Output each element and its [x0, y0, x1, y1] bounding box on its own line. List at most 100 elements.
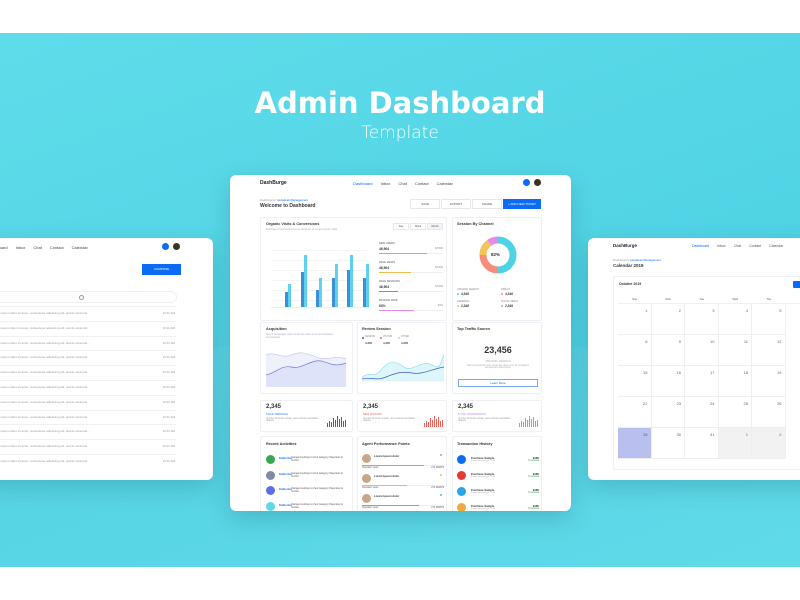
page-title: Calendar 2019	[613, 263, 644, 268]
nav-item-dashboard[interactable]: Dashboard	[0, 245, 8, 250]
calendar-day[interactable]: 31	[685, 428, 719, 459]
message-row[interactable]: Lorem ipsum dolor sit amet, consectetur …	[0, 458, 177, 468]
review-line-chart	[362, 354, 444, 382]
calendar-day[interactable]: 25	[718, 397, 752, 428]
calendar-day[interactable]: 19	[752, 366, 786, 397]
stat-card: 2,345 TOTAL CONVERSIONS Ut enim ad minim v…	[452, 400, 542, 432]
divider	[0, 350, 177, 352]
avatar[interactable]	[534, 179, 541, 186]
nav-item-contact[interactable]: Contact	[414, 181, 429, 186]
calendar-day[interactable]: 1	[718, 428, 752, 459]
nav-item-inbox[interactable]: Inbox	[380, 181, 391, 186]
nav-item-dashboard[interactable]: Dashboard	[692, 244, 710, 248]
calendar-day[interactable]: 4	[718, 304, 752, 335]
save-button[interactable]: SAVE	[410, 199, 440, 209]
calendar-day[interactable]: 28	[618, 428, 652, 459]
calendar-day[interactable]: 22	[618, 397, 652, 428]
message-row[interactable]: Lorem ipsum dolor sit amet, consectetur …	[0, 310, 177, 320]
nav-item-contact[interactable]: Contact	[49, 245, 64, 250]
calendar-day[interactable]: 10	[685, 335, 719, 366]
legend-value: 4,345	[401, 341, 408, 345]
message-time: 10:11 AM	[162, 370, 175, 375]
spark-bar	[436, 419, 437, 427]
nav-item-calendar[interactable]: Calendar	[436, 181, 453, 186]
metric-target: 18,500	[435, 285, 443, 288]
status-dot-icon	[440, 454, 442, 456]
transaction-date: Friday, August 2nd, 2019	[471, 492, 496, 494]
nav-item-chat[interactable]: Chat	[33, 245, 42, 250]
breadcrumb-root[interactable]: Dashboard	[260, 198, 275, 202]
divider	[0, 409, 177, 411]
calendar-day[interactable]: 24	[685, 397, 719, 428]
metric-progress	[379, 310, 415, 311]
bar	[365, 264, 369, 307]
activity-text: changed settings to their category Paper…	[291, 487, 343, 493]
nav-item-contact[interactable]: Contact	[749, 244, 762, 248]
nav-item-chat[interactable]: Chat	[733, 244, 742, 248]
add-ticket-button[interactable]: + ADD NEW TICKET	[503, 199, 541, 209]
transaction-name: Purchase Sample	[471, 456, 495, 460]
gridline	[271, 260, 369, 261]
tab-week[interactable]: Week	[410, 223, 426, 230]
tab-month[interactable]: Month	[427, 223, 443, 230]
calendar-day[interactable]: 1	[618, 304, 652, 335]
calendar-day[interactable]: 30	[651, 428, 685, 459]
share-button[interactable]: SHARE	[472, 199, 502, 209]
calendar-day[interactable]: 2	[752, 428, 786, 459]
learn-more-button[interactable]: Learn More	[458, 379, 538, 387]
calendar-day[interactable]: 16	[651, 366, 685, 397]
calendar-day[interactable]: 5	[752, 304, 786, 335]
compose-button[interactable]: COMPOSE	[142, 264, 181, 275]
nav-item-inbox[interactable]: Inbox	[15, 245, 26, 250]
nav-item-calendar[interactable]: Calendar	[769, 244, 784, 248]
calendar-action-button[interactable]	[793, 281, 800, 288]
activity-avatar	[266, 455, 275, 464]
nav-item-calendar[interactable]: Calendar	[71, 245, 88, 250]
nav-item-inbox[interactable]: Inbox	[717, 244, 726, 248]
calendar-day[interactable]: 8	[618, 335, 652, 366]
calendar-day[interactable]: 12	[752, 335, 786, 366]
search-input[interactable]	[0, 291, 177, 303]
calendar-day[interactable]: 3	[685, 304, 719, 335]
activity-text: changed settings to their category Paper…	[291, 456, 343, 462]
calendar-day[interactable]: 11	[718, 335, 752, 366]
agent-avatar	[362, 494, 371, 503]
tab-day[interactable]: Day	[393, 223, 409, 230]
panel-text: Sed ut perspiciatis unde omnis iste natu…	[266, 333, 334, 339]
message-row[interactable]: Lorem ipsum dolor sit amet, consectetur …	[0, 340, 177, 350]
panel-title: Acquisition	[266, 327, 287, 331]
message-row[interactable]: Lorem ipsum dolor sit amet, consectetur …	[0, 428, 177, 438]
calendar-day[interactable]: 2	[651, 304, 685, 335]
message-row[interactable]: Lorem ipsum dolor sit amet, consectetur …	[0, 384, 177, 394]
transaction-amount: $185	[532, 472, 539, 476]
calendar-day[interactable]: 18	[718, 366, 752, 397]
message-row[interactable]: Lorem ipsum dolor sit amet, consectetur …	[0, 443, 177, 453]
calendar-day[interactable]: 26	[752, 397, 786, 428]
notification-icon[interactable]	[162, 243, 169, 250]
activity-avatar	[266, 486, 275, 495]
agent-points: 272,348/879	[431, 487, 444, 489]
message-row[interactable]: Lorem ipsum dolor sit amet, consectetur …	[0, 369, 177, 379]
avatar[interactable]	[173, 243, 180, 250]
message-time: 10:11 AM	[162, 444, 175, 449]
bar	[288, 283, 291, 307]
nav-item-dashboard[interactable]: Dashboard	[353, 181, 373, 186]
calendar-day[interactable]: 23	[651, 397, 685, 428]
breadcrumb-root[interactable]: Dashboard	[613, 258, 628, 262]
stat-label: TOTAL CONVERSIONS	[458, 413, 486, 416]
message-row[interactable]: Lorem ipsum dolor sit amet, consectetur …	[0, 399, 177, 409]
stat-card: 2,345 NEW VISITORS Ut enim ad minim veniam…	[357, 400, 447, 432]
message-row[interactable]: Lorem ipsum dolor sit amet, consectetur …	[0, 325, 177, 335]
calendar-day[interactable]: 15	[618, 366, 652, 397]
transaction-icon	[457, 487, 466, 496]
message-row[interactable]: Lorem ipsum dolor sit amet, consectetur …	[0, 414, 177, 424]
spark-bar	[531, 419, 532, 427]
calendar-day[interactable]: 9	[651, 335, 685, 366]
breadcrumb: Dashboard / Helpdesk Management	[613, 258, 662, 262]
calendar-day[interactable]: 17	[685, 366, 719, 397]
message-row[interactable]: Lorem ipsum dolor sit amet, consectetur …	[0, 354, 177, 364]
nav-item-chat[interactable]: Chat	[398, 181, 407, 186]
legend-value: 4,345	[383, 341, 390, 345]
notification-icon[interactable]	[523, 179, 530, 186]
export-button[interactable]: EXPORT	[441, 199, 471, 209]
